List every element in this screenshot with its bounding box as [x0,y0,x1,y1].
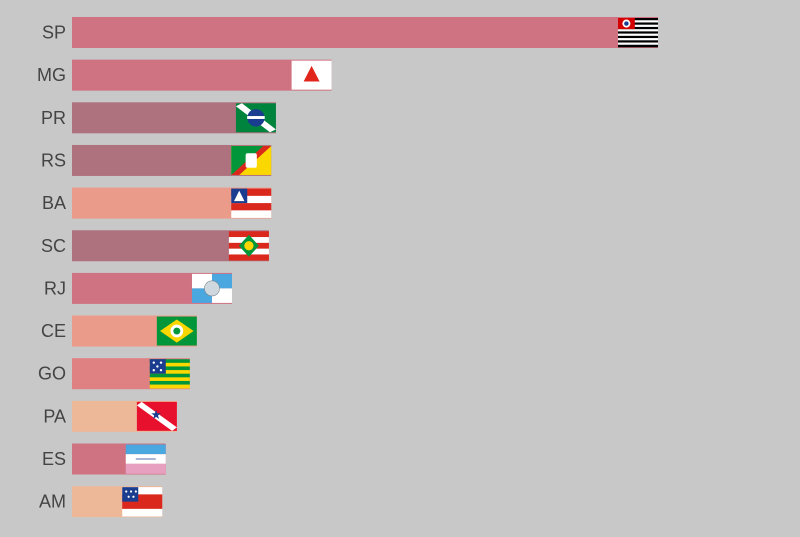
category-labels: SP MG PR RS BA SC RJ CE GO PA ES AM [37,23,66,512]
category-label-rs: RS [41,150,66,170]
category-label-sc: SC [41,236,66,256]
category-label-pr: PR [41,108,66,128]
category-label-pa: PA [43,406,66,426]
category-label-mg: MG [37,65,66,85]
mg-flag-icon [291,60,332,90]
bars-layer [72,17,658,518]
am-flag-icon [122,487,163,517]
category-label-es: ES [42,449,66,469]
flags-layer [122,18,658,517]
category-label-ba: BA [42,193,66,213]
sc-flag-icon [228,231,269,261]
sp-flag-icon [618,18,658,48]
ba-flag-icon [231,188,272,218]
bar-sp [72,17,658,48]
rj-flag-icon [191,273,232,303]
rs-flag-icon [231,145,272,175]
ce-flag-icon [156,316,197,346]
category-label-rj: RJ [44,278,66,298]
pa-flag-icon [136,401,177,431]
category-label-go: GO [38,364,66,384]
pr-flag-icon [235,103,276,133]
go-flag-icon [149,359,190,389]
category-label-sp: SP [42,23,66,43]
category-label-ce: CE [41,321,66,341]
es-flag-icon [125,444,166,474]
bar-mg [72,59,332,91]
category-label-am: AM [39,492,66,512]
